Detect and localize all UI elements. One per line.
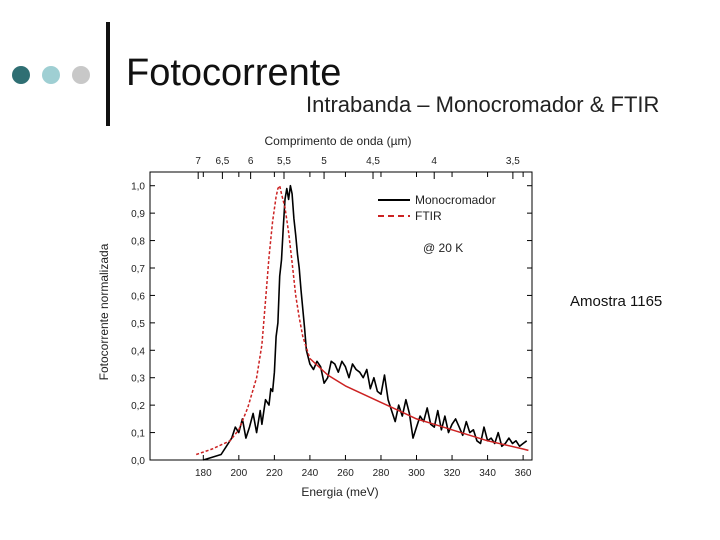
monocromador-series-line <box>203 184 528 461</box>
plot-frame <box>149 171 533 461</box>
legend-label: Monocromador <box>415 193 496 207</box>
top-tick-label: 5,5 <box>277 156 291 167</box>
x-tick-label: 340 <box>479 468 496 479</box>
x-tick-label: 200 <box>230 468 247 479</box>
top-axis-label: Comprimento de onda (µm) <box>265 134 412 148</box>
bullet-dot-1 <box>12 66 30 84</box>
top-tick-label: 3,5 <box>506 156 520 167</box>
y-tick-label: 0,3 <box>131 374 145 385</box>
top-tick-label: 4,5 <box>366 156 380 167</box>
y-tick-label: 0,9 <box>131 209 145 220</box>
temperature-annotation: @ 20 K <box>423 241 463 255</box>
x-tick-label: 180 <box>195 468 212 479</box>
x-tick-label: 300 <box>408 468 425 479</box>
y-tick-label: 0,2 <box>131 401 145 412</box>
y-tick-label: 1,0 <box>131 182 145 193</box>
x-tick-label: 220 <box>266 468 283 479</box>
title-divider <box>106 22 110 126</box>
x-tick-label: 260 <box>337 468 354 479</box>
y-tick-label: 0,8 <box>131 237 145 248</box>
top-tick-label: 7 <box>195 156 201 167</box>
x-tick-label: 360 <box>515 468 532 479</box>
y-axis-label: Fotocorrente normalizada <box>97 243 111 380</box>
bullet-dot-3 <box>72 66 90 84</box>
ftir-series-line <box>195 184 311 456</box>
top-tick-label: 5 <box>321 156 327 167</box>
slide-title: Fotocorrente <box>126 52 342 94</box>
slide-subtitle: Intrabanda – Monocromador & FTIR <box>306 92 660 117</box>
x-tick-label: 280 <box>373 468 390 479</box>
y-tick-label: 0,0 <box>131 456 145 467</box>
y-tick-label: 0,5 <box>131 319 145 330</box>
ftir-tail-series-line <box>309 357 529 452</box>
y-tick-label: 0,6 <box>131 291 145 302</box>
y-tick-label: 0,1 <box>131 429 145 440</box>
x-axis-label: Energia (meV) <box>301 485 378 499</box>
bullet-dot-2 <box>42 66 60 84</box>
top-tick-label: 4 <box>431 156 437 167</box>
x-tick-label: 240 <box>302 468 319 479</box>
y-tick-label: 0,7 <box>131 264 145 275</box>
top-tick-label: 6 <box>248 156 254 167</box>
legend-label: FTIR <box>415 209 442 223</box>
x-tick-label: 320 <box>444 468 461 479</box>
sample-label: Amostra 1165 <box>570 293 663 310</box>
top-tick-label: 6,5 <box>215 156 229 167</box>
y-tick-label: 0,4 <box>131 346 145 357</box>
